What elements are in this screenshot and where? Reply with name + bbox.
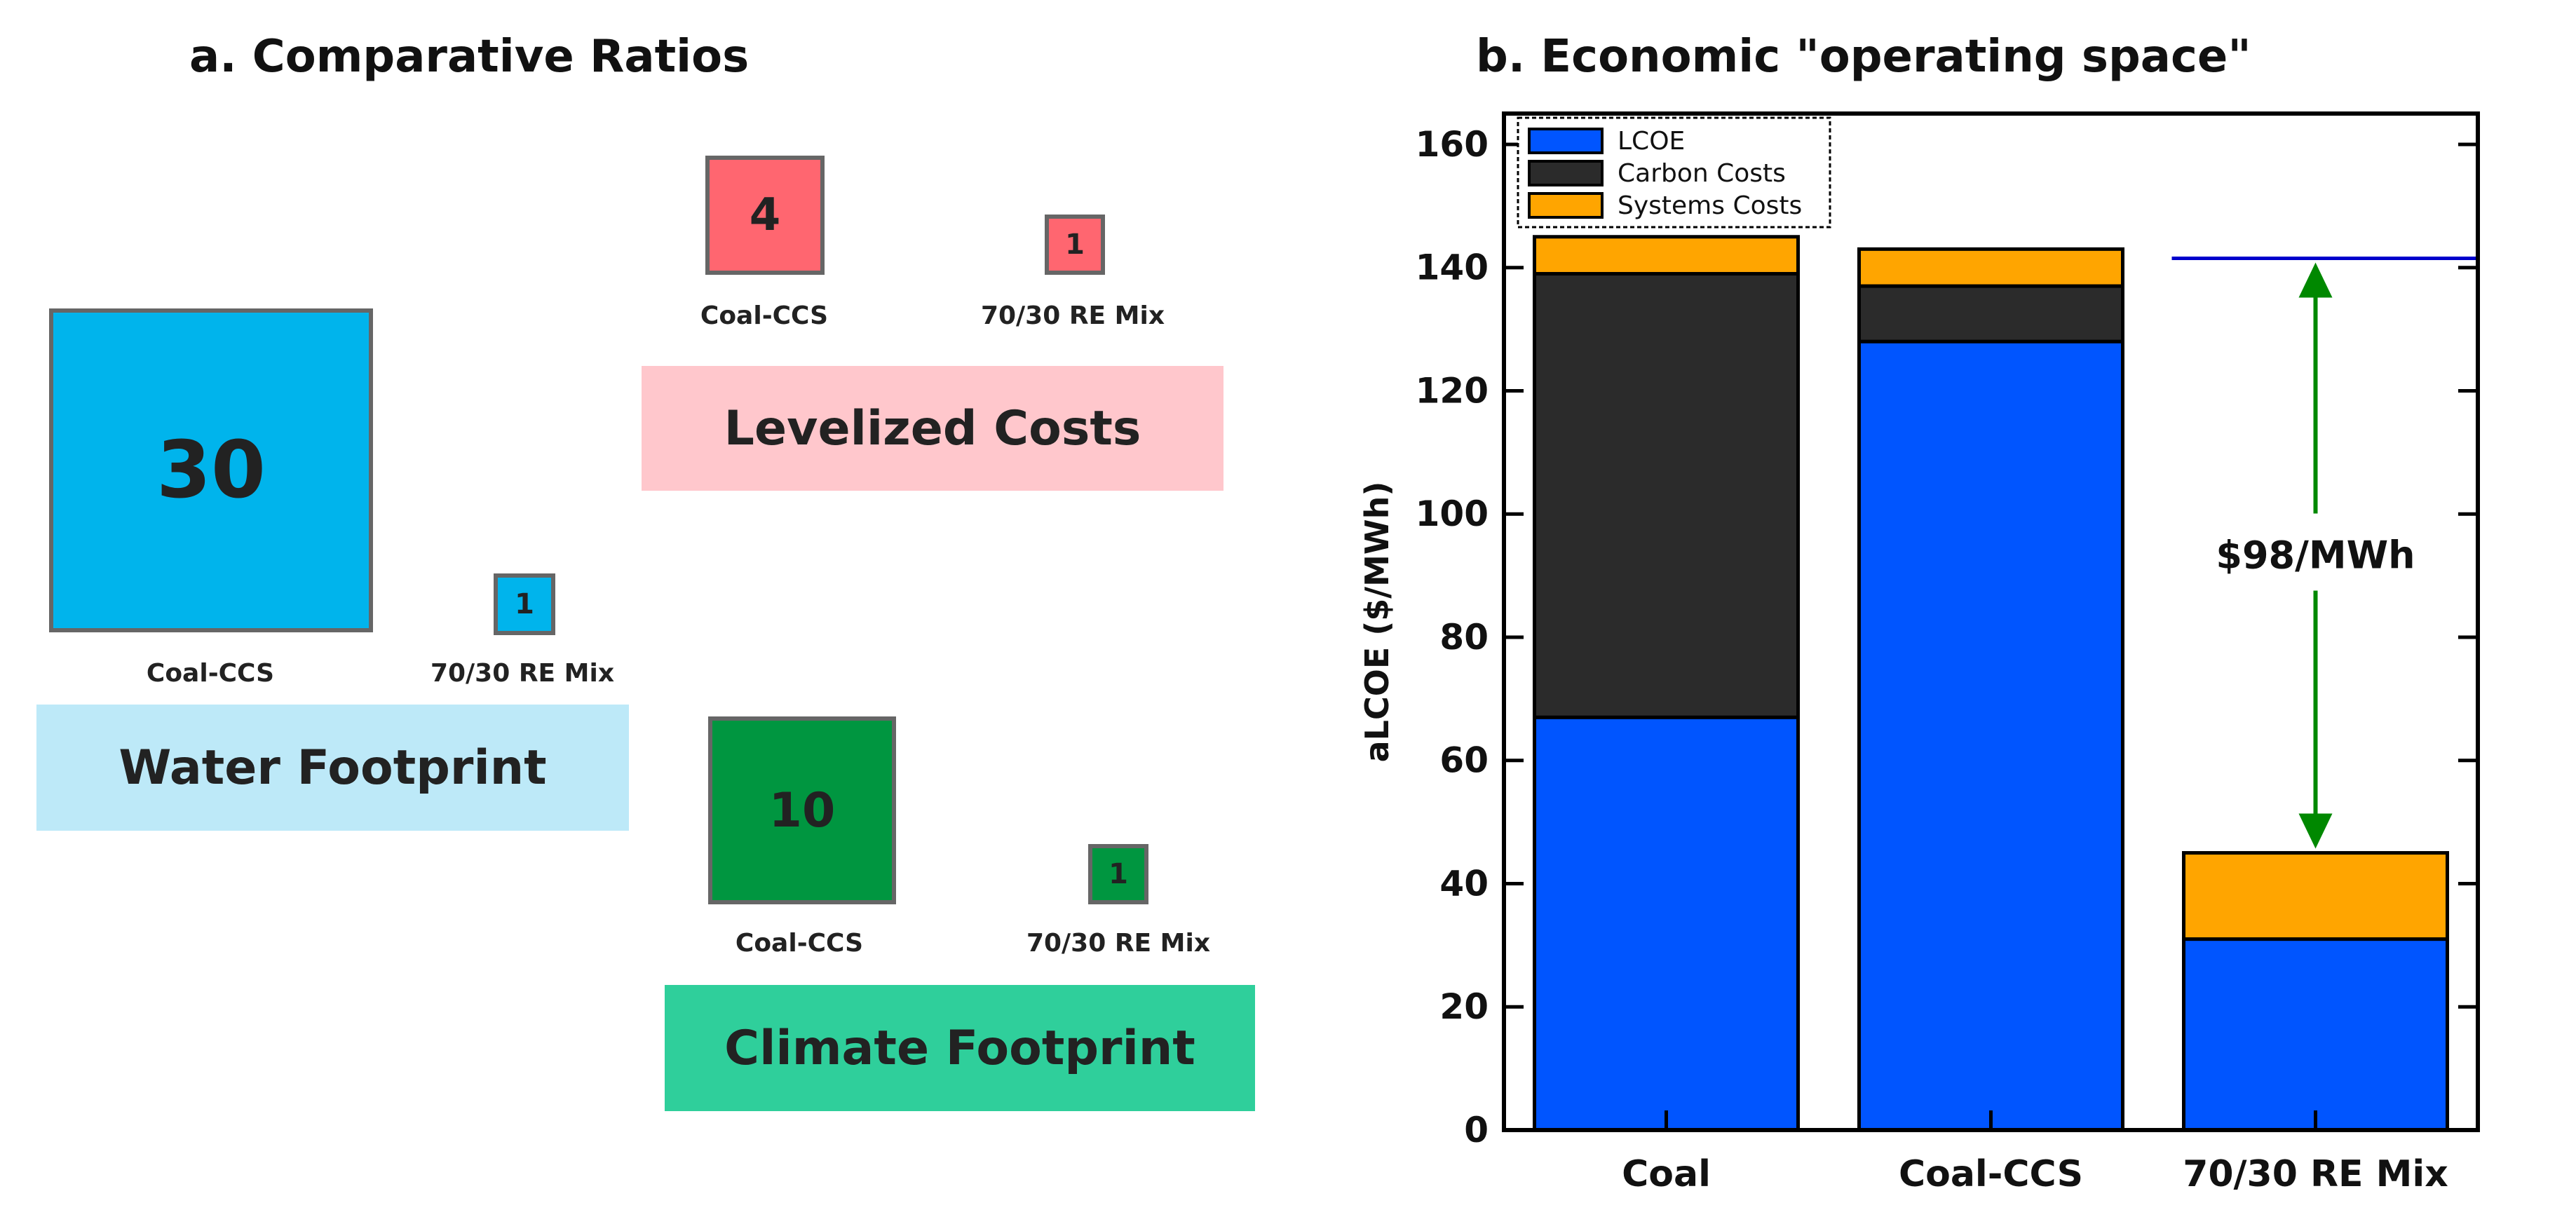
annotation-label: $98/MWh <box>2216 533 2415 578</box>
bar-70-30-re-mix-lcoe <box>2182 937 2449 1132</box>
water-footprint-re-mix-square: 1 <box>494 573 555 635</box>
legend-swatch-systems-costs <box>1528 192 1604 219</box>
water-footprint-band: Water Footprint <box>36 705 629 831</box>
bar-coal-systems-costs <box>1533 235 1800 276</box>
x-tick-label: Coal-CCS <box>1899 1153 2083 1195</box>
levelized-costs-re-mix-square: 1 <box>1045 215 1105 275</box>
panel-b-title: b. Economic "operating space" <box>1476 31 2251 83</box>
y-axis-label: aLCOE ($/MWh) <box>1358 482 1396 763</box>
bar-coal-ccs-systems-costs <box>1857 247 2124 288</box>
climate-footprint-re-mix-label: 70/30 RE Mix <box>1026 929 1211 958</box>
y-tick-label: 120 <box>1416 370 1489 411</box>
water-footprint-coal-ccs-square: 30 <box>49 308 373 632</box>
y-tick-label: 80 <box>1439 617 1489 658</box>
y-tick-label: 0 <box>1464 1110 1489 1150</box>
climate-footprint-coal-ccs-square: 10 <box>708 716 896 904</box>
legend-label-systems-costs: Systems Costs <box>1618 191 1802 220</box>
y-tick-label: 140 <box>1416 247 1489 288</box>
stacked-bar-chart: $98/MWh 0 20 40 60 80 100 120 140 160 Coal Coal-CC… <box>1358 111 2480 1195</box>
panel-a-title: a. Comparative Ratios <box>189 31 750 83</box>
climate-footprint-band: Climate Footprint <box>665 985 1255 1111</box>
levelized-costs-coal-ccs-square: 4 <box>705 156 825 275</box>
bar-coal-carbon-costs <box>1533 271 1800 719</box>
arrow-head-up <box>2298 262 2333 298</box>
climate-footprint-re-mix-square: 1 <box>1088 844 1148 904</box>
bar-coal-ccs-lcoe <box>1857 339 2124 1132</box>
y-tick-label: 100 <box>1416 494 1489 534</box>
bar-70-30-re-mix-systems-costs <box>2182 851 2449 941</box>
legend-label-carbon-costs: Carbon Costs <box>1618 159 1786 188</box>
legend-swatch-lcoe <box>1528 128 1604 154</box>
legend-label-lcoe: LCOE <box>1618 127 1685 156</box>
x-tick-label: Coal <box>1622 1153 1711 1195</box>
climate-footprint-coal-ccs-label: Coal-CCS <box>735 929 864 958</box>
levelized-costs-coal-ccs-label: Coal-CCS <box>700 301 829 330</box>
bar-coal-lcoe <box>1533 715 1800 1132</box>
bar-coal-ccs-carbon-costs <box>1857 284 2124 344</box>
x-tick-label: 70/30 RE Mix <box>2183 1153 2448 1195</box>
legend-swatch-carbon-costs <box>1528 160 1604 186</box>
water-footprint-coal-ccs-label: Coal-CCS <box>146 659 275 688</box>
y-tick-label: 160 <box>1416 124 1489 165</box>
y-tick-label: 20 <box>1439 986 1489 1027</box>
levelized-costs-re-mix-label: 70/30 RE Mix <box>980 301 1165 330</box>
levelized-costs-band: Levelized Costs <box>642 366 1223 491</box>
y-tick-label: 40 <box>1439 863 1489 904</box>
water-footprint-re-mix-label: 70/30 RE Mix <box>430 659 615 688</box>
arrow-head-down <box>2298 813 2333 849</box>
y-tick-label: 60 <box>1439 740 1489 781</box>
